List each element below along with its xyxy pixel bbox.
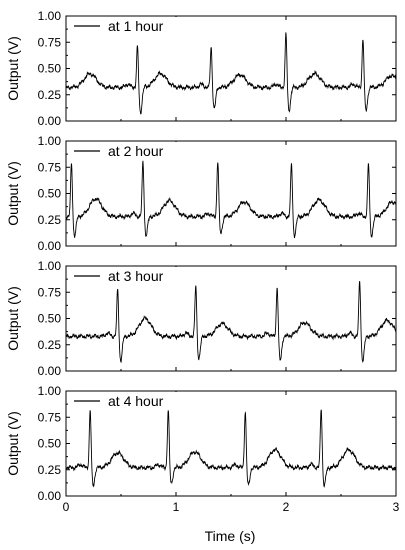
y-tick-label: 0.75 <box>38 160 62 174</box>
x-tick-label: 2 <box>283 500 290 514</box>
legend: at 4 hour <box>69 392 181 410</box>
y-tick-label: 0.25 <box>38 213 62 227</box>
y-tick-label: 0.25 <box>38 338 62 352</box>
legend-box <box>69 142 181 160</box>
legend-box <box>69 392 181 410</box>
panel-3: 0.00 0.25 0.50 0.75 1.00 Output (V) at 3 hour <box>5 259 397 378</box>
legend-label: at 3 hour <box>108 268 164 284</box>
x-tick-label: 3 <box>393 500 400 514</box>
y-tick-label: 0.75 <box>38 410 62 424</box>
y-tick-label: 1.00 <box>38 384 62 398</box>
y-tick-label: 0.00 <box>38 114 62 128</box>
legend-label: at 4 hour <box>108 393 164 409</box>
panel-4: 0.00 0.25 0.50 0.75 1.00 0 1 2 3 Output (V) at 4 h… <box>5 384 400 514</box>
y-tick-label: 0.00 <box>38 489 62 503</box>
y-axis-title: Output (V) <box>5 286 21 351</box>
y-tick-label: 0.75 <box>38 285 62 299</box>
x-axis-title: Time (s) <box>205 528 256 544</box>
y-tick-label: 0.50 <box>38 437 62 451</box>
series-line <box>65 160 397 239</box>
y-tick-label: 0.25 <box>38 463 62 477</box>
y-axis-title: Output (V) <box>5 411 21 476</box>
y-tick-label: 1.00 <box>38 9 62 23</box>
series-line <box>65 281 397 364</box>
x-tick-label: 0 <box>63 500 70 514</box>
y-tick-label: 0.00 <box>38 364 62 378</box>
legend-label: at 2 hour <box>108 143 164 159</box>
y-tick-label: 0.00 <box>38 239 62 253</box>
legend-box <box>69 17 181 35</box>
series-line <box>65 409 397 488</box>
y-tick-label: 1.00 <box>38 134 62 148</box>
y-tick-label: 0.75 <box>38 35 62 49</box>
y-axis-title: Output (V) <box>5 161 21 226</box>
y-axis-title: Output (V) <box>5 36 21 101</box>
y-tick-label: 0.50 <box>38 312 62 326</box>
panel-2: 0.00 0.25 0.50 0.75 1.00 Output (V) at 2 hour <box>5 134 397 253</box>
x-tick-label: 1 <box>173 500 180 514</box>
y-tick-label: 0.50 <box>38 62 62 76</box>
y-tick-label: 0.50 <box>38 187 62 201</box>
legend: at 2 hour <box>69 142 181 160</box>
y-tick-label: 1.00 <box>38 259 62 273</box>
legend: at 1 hour <box>69 17 181 35</box>
panel-1: 0.00 0.25 0.50 0.75 1.00 Output (V) at 1 hour <box>5 9 397 128</box>
series-line <box>65 32 397 115</box>
legend-box <box>69 267 181 285</box>
legend: at 3 hour <box>69 267 181 285</box>
y-tick-label: 0.25 <box>38 88 62 102</box>
legend-label: at 1 hour <box>108 18 164 34</box>
